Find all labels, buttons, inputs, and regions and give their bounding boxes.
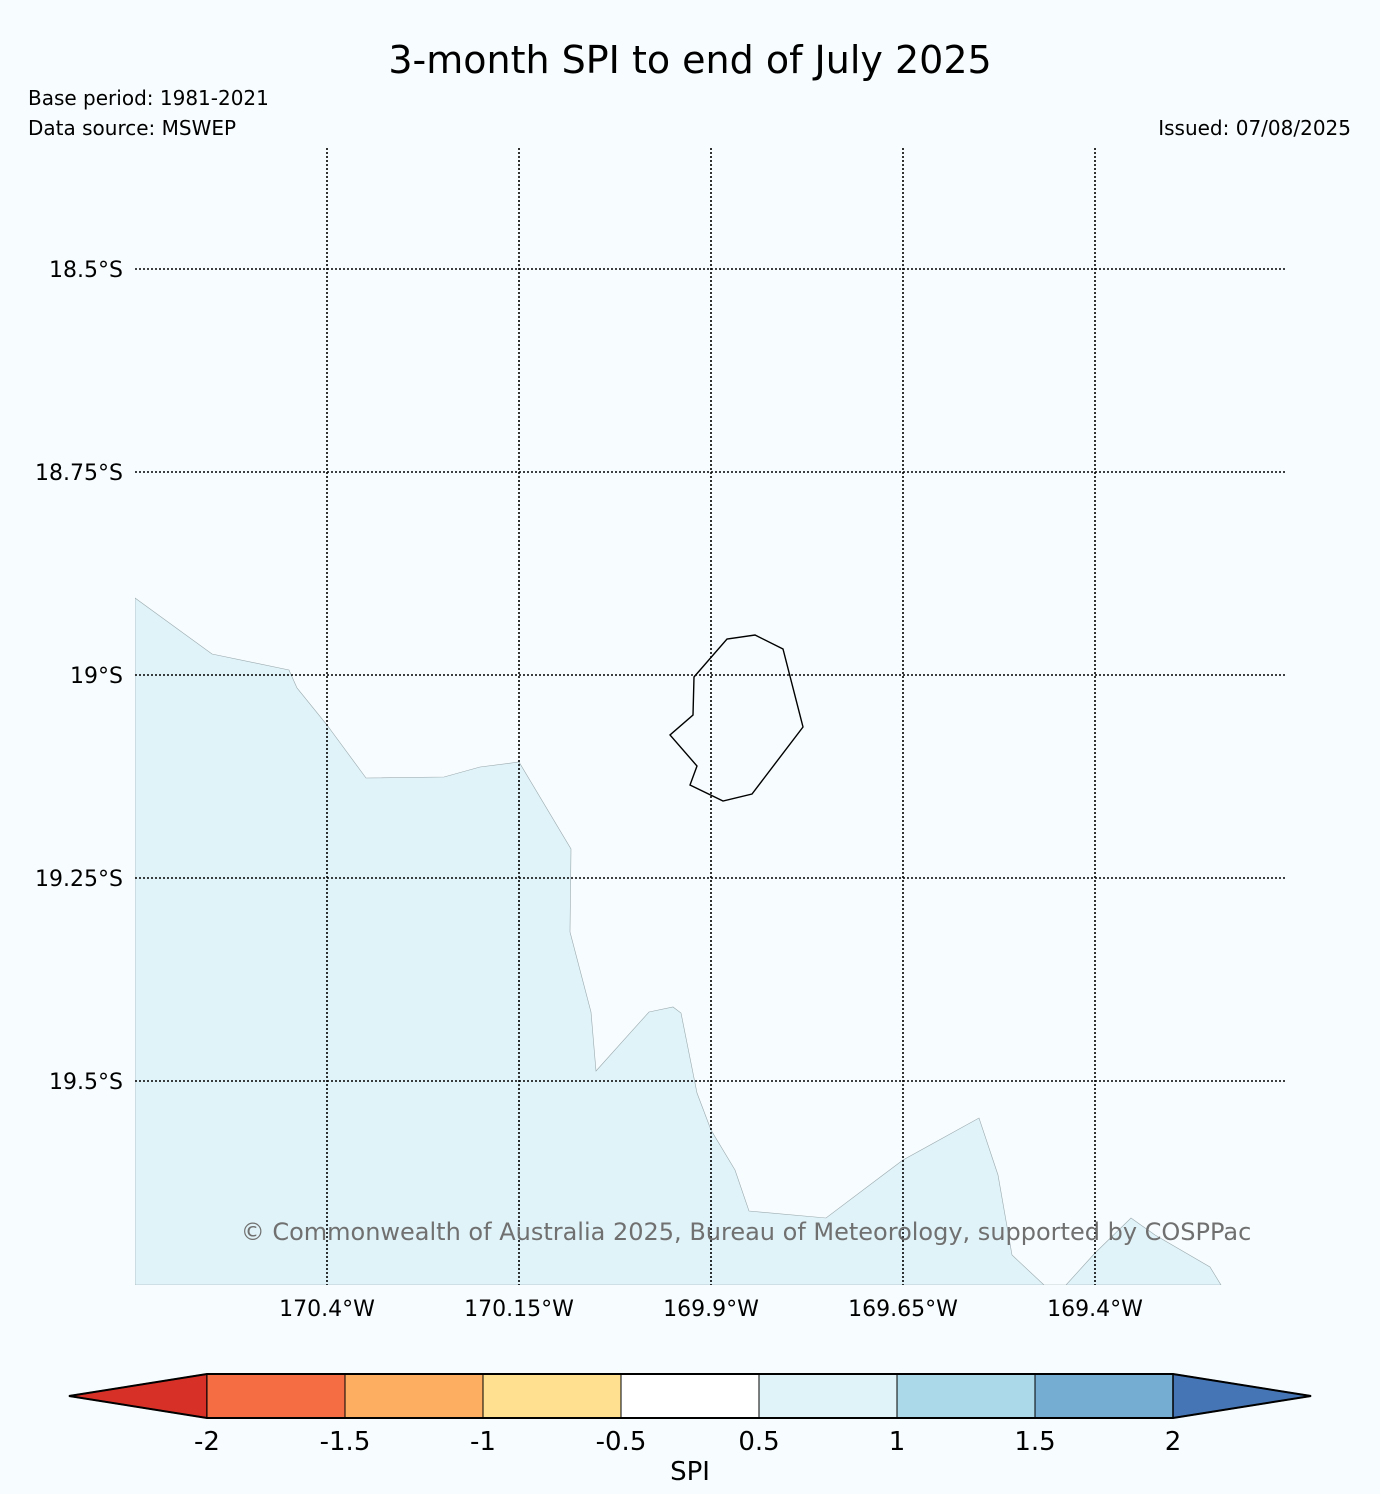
colorbar-tick-label: -0.5 <box>596 1427 647 1457</box>
colorbar-tick-label: -1 <box>470 1427 496 1457</box>
base-period-text: Base period: 1981-2021 <box>28 86 269 110</box>
colorbar-tick-label: 1 <box>889 1427 906 1457</box>
colorbar-segment <box>206 1373 346 1419</box>
colorbar-segment <box>758 1373 898 1419</box>
colorbar-tick-label: 1.5 <box>1014 1427 1055 1457</box>
longitude-gridlines <box>326 148 1096 1285</box>
lat-label-19-25s: 19.25°S <box>35 867 123 892</box>
colorbar-outline <box>68 1373 1312 1419</box>
island-outline <box>669 634 804 802</box>
copyright-text: © Commonwealth of Australia 2025, Bureau… <box>241 1218 1252 1246</box>
colorbar-title: SPI <box>670 1457 710 1487</box>
colorbar-segment <box>344 1373 484 1419</box>
lon-label-170-15w: 170.15°W <box>464 1297 574 1322</box>
lat-label-19s: 19°S <box>70 664 123 689</box>
colorbar-tick-label: -2 <box>194 1427 220 1457</box>
colorbar-extend-low <box>68 1373 208 1419</box>
colorbar-tick-label: 0.5 <box>738 1427 779 1457</box>
map-panel <box>135 148 1286 1285</box>
lat-label-19-5s: 19.5°S <box>49 1070 123 1095</box>
lon-label-170-4w: 170.4°W <box>279 1297 375 1322</box>
map-title: 3-month SPI to end of July 2025 <box>388 38 992 82</box>
data-source-text: Data source: MSWEP <box>28 116 237 140</box>
colorbar-extend-high <box>1172 1373 1312 1419</box>
lon-label-169-9w: 169.9°W <box>663 1297 759 1322</box>
issued-date-text: Issued: 07/08/2025 <box>1158 116 1351 140</box>
colorbar-tick-label: -1.5 <box>320 1427 371 1457</box>
colorbar-segment <box>482 1373 622 1419</box>
lat-label-18-75s: 18.75°S <box>35 461 123 486</box>
colorbar-tick-label: 2 <box>1165 1427 1182 1457</box>
colorbar-segment <box>896 1373 1036 1419</box>
spi-shaded-region <box>135 597 1222 1285</box>
lon-label-169-4w: 169.4°W <box>1047 1297 1143 1322</box>
colorbar: -2 -1.5 -1 -0.5 0.5 1 1.5 2 SPI <box>68 1373 1312 1487</box>
colorbar-segment <box>1034 1373 1174 1419</box>
colorbar-segment <box>620 1373 760 1419</box>
lat-label-18-5s: 18.5°S <box>49 258 123 283</box>
lon-label-169-65w: 169.65°W <box>848 1297 958 1322</box>
